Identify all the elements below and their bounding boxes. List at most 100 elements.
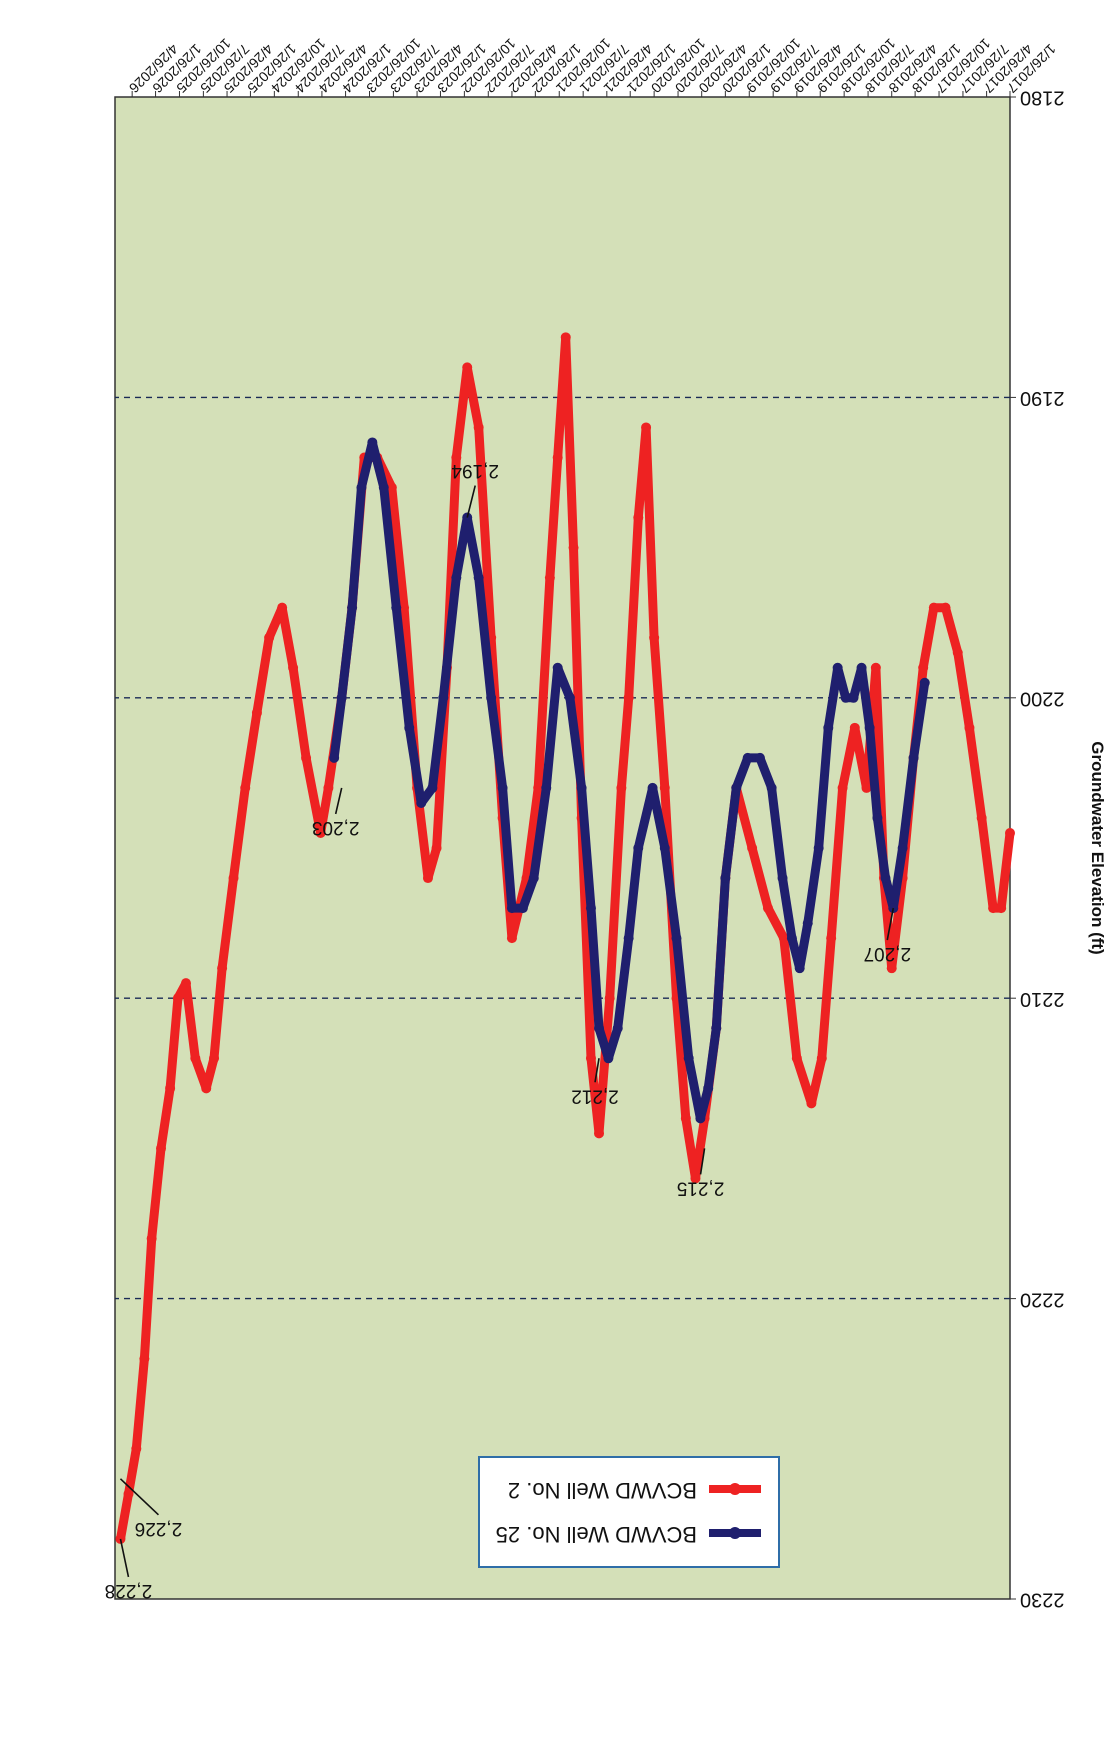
well-2-point: [277, 602, 288, 613]
well-2-point: [996, 903, 1007, 914]
well-2-point: [399, 602, 410, 613]
well-2-point: [659, 782, 670, 793]
well-2-point: [506, 933, 517, 944]
well-2-point: [217, 963, 228, 974]
well-25-point: [612, 1023, 623, 1034]
well-2-point: [264, 632, 275, 643]
well-2-point: [209, 1053, 220, 1064]
well-2-point: [568, 542, 579, 553]
well-25-point: [731, 782, 742, 793]
well-25-point: [880, 873, 891, 884]
well-25-point: [623, 933, 634, 944]
series-well-25-line: [329, 438, 930, 1123]
well-2-point: [976, 812, 987, 823]
well-25-point: [683, 1053, 694, 1064]
well-25-point: [766, 782, 777, 793]
well-2-point: [172, 993, 183, 1004]
well-25-point: [486, 692, 497, 703]
well-2-point: [240, 782, 251, 793]
well-25-point: [438, 692, 449, 703]
well-2-point: [1005, 827, 1015, 838]
well-25-point: [754, 752, 765, 763]
well-25-point: [711, 1023, 722, 1034]
well-2-point: [315, 827, 326, 838]
well-2-point: [849, 722, 860, 733]
well-2-point: [451, 452, 462, 463]
well-25-point: [813, 843, 824, 853]
well-25-point: [777, 873, 788, 884]
annotation-leader: [886, 907, 895, 941]
legend-marker: [729, 1483, 741, 1495]
well-25-point: [794, 963, 805, 974]
well-2-point: [778, 933, 789, 944]
well-25-point: [659, 843, 670, 853]
y-axis: 2180 2190 2200 2210 2220 2230: [1010, 87, 1065, 1611]
well-25-point: [329, 752, 340, 763]
well-25-point: [506, 903, 517, 914]
well-2-point: [940, 602, 951, 613]
well-2-point: [641, 422, 652, 433]
well-2-point: [616, 782, 627, 793]
y-axis-label: Groundwater Elevation (ft): [1088, 741, 1107, 954]
well-2-point: [680, 1113, 691, 1124]
well-25-point: [720, 873, 731, 884]
well-2-point: [964, 722, 975, 733]
annotation-leader: [334, 787, 343, 815]
well-2-point: [544, 572, 555, 583]
annotation-leader: [594, 1058, 600, 1083]
well-25-point: [347, 602, 358, 613]
well-2-point: [886, 963, 897, 974]
well-2-point: [552, 452, 563, 463]
well-25-point: [823, 722, 834, 733]
well-2-point: [422, 873, 433, 884]
well-2-point: [952, 647, 963, 658]
well-25-point: [451, 572, 462, 583]
annotation-label: 2,226: [135, 1518, 183, 1539]
well-2-point: [123, 1488, 134, 1499]
well-2-point: [623, 692, 634, 703]
well-25-point: [872, 812, 883, 823]
well-2-point: [585, 1053, 596, 1064]
well-2-point: [165, 1083, 176, 1094]
well-2-point: [156, 1143, 167, 1154]
well-25-point: [633, 843, 644, 853]
well-2-point: [806, 1098, 817, 1109]
well-25-point: [848, 692, 859, 703]
well-25-point: [367, 437, 378, 448]
well-25-point: [671, 933, 682, 944]
well-2-point: [386, 482, 397, 493]
annotation-leader: [119, 1538, 130, 1578]
well-2-point: [928, 602, 939, 613]
well-2-point: [251, 707, 262, 718]
y-tick-label: 2230: [1020, 1589, 1065, 1611]
annotation-label: 2,212: [571, 1085, 619, 1106]
annotation-label: 2,228: [105, 1580, 153, 1601]
y-tick-label: 2210: [1020, 988, 1065, 1010]
y-tick-label: 2190: [1020, 387, 1065, 409]
well-25-point: [832, 662, 843, 673]
legend-label: BCVWD Well No. 25: [496, 1522, 697, 1547]
well-2-point: [918, 662, 929, 673]
well-2-point: [560, 332, 571, 343]
well-25-point: [528, 873, 539, 884]
well-25-point: [742, 752, 753, 763]
annotation-label: 2,215: [677, 1177, 725, 1198]
well-2-point: [190, 1053, 201, 1064]
well-2-point: [870, 662, 881, 673]
well-2-point: [861, 782, 872, 793]
well-2-point: [690, 1173, 701, 1184]
well-25-point: [416, 797, 427, 808]
well-25-point: [576, 782, 587, 793]
well-2-point: [228, 873, 239, 884]
well-2-point: [201, 1083, 212, 1094]
well-2-point: [762, 903, 773, 914]
well-25-point: [541, 782, 552, 793]
well-2-point: [988, 903, 999, 914]
annotation-leader: [119, 1478, 160, 1516]
well-2-point: [594, 1128, 605, 1139]
well-25-point: [647, 782, 658, 793]
well-25-point: [908, 752, 919, 763]
well-25-point: [378, 482, 389, 493]
well-2-point: [323, 782, 334, 793]
